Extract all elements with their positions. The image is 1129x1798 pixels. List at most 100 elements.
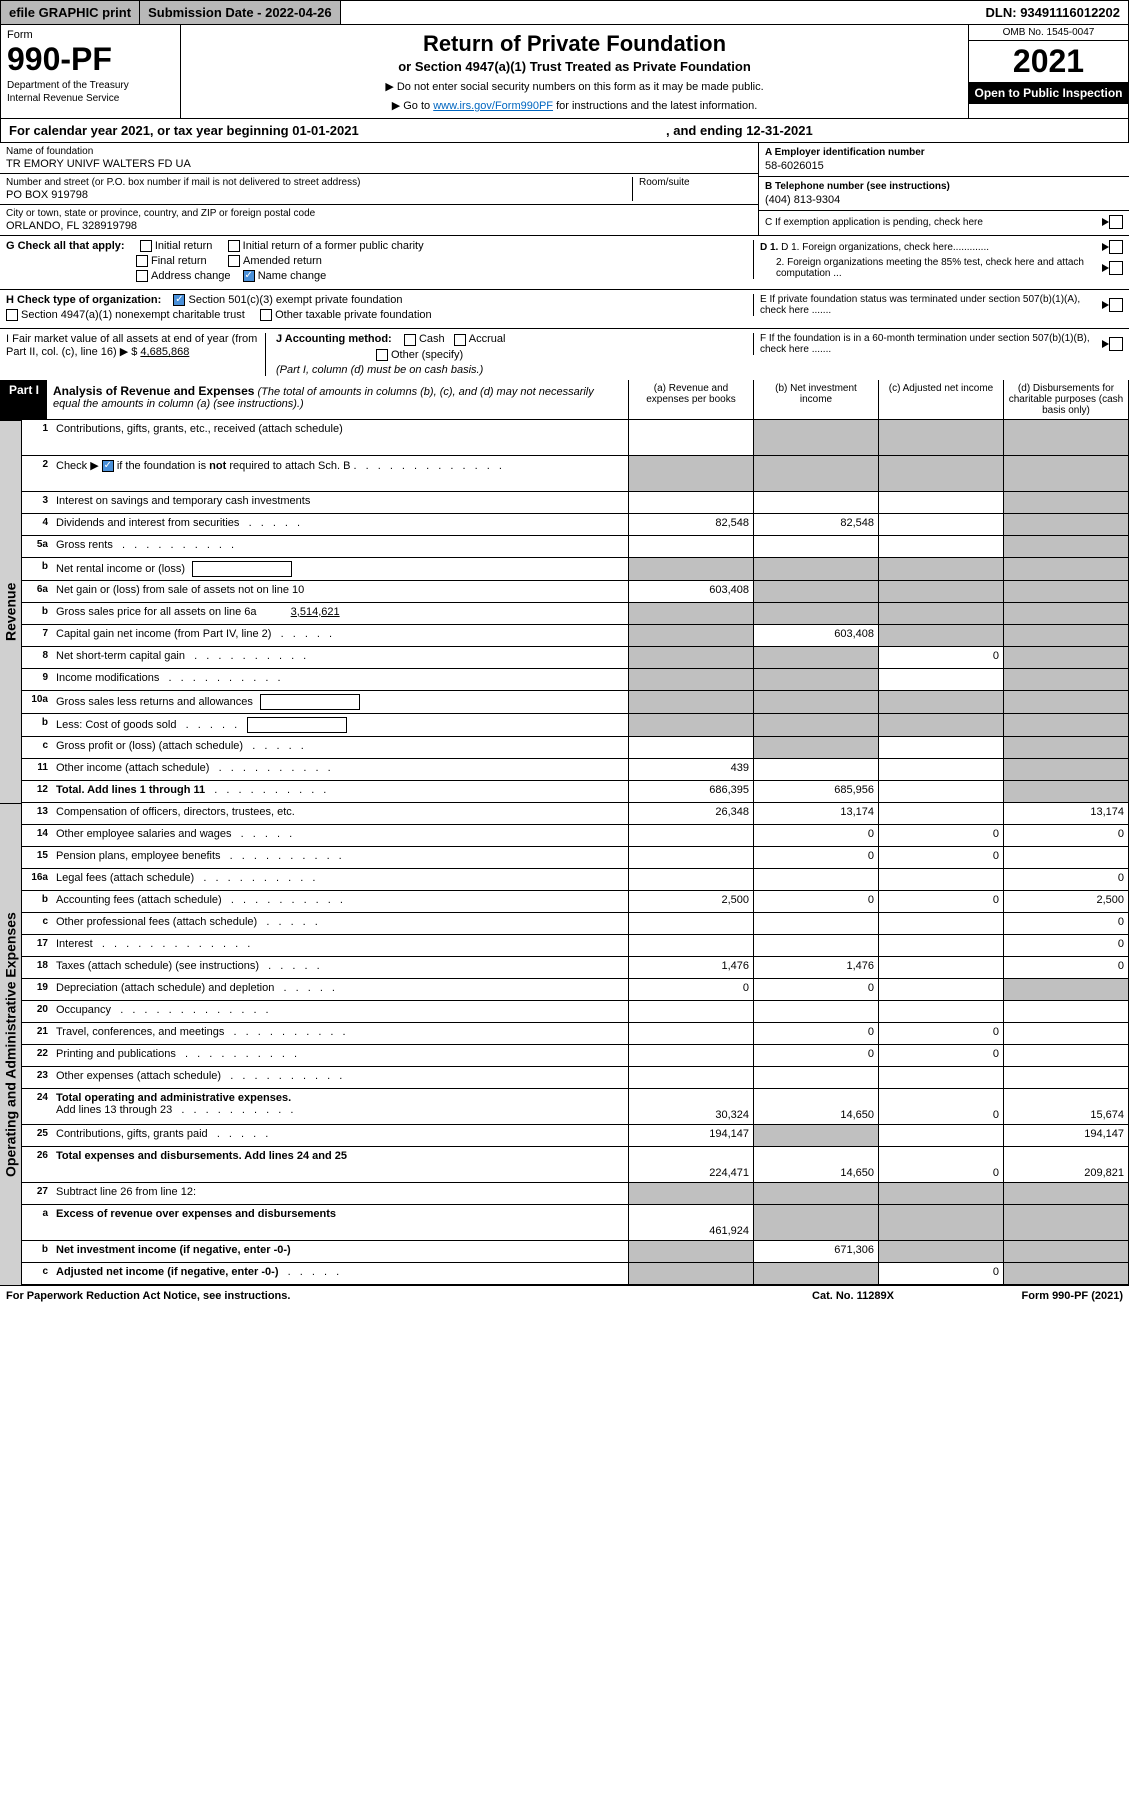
cell-c xyxy=(878,979,1003,1000)
cell-c xyxy=(878,1183,1003,1204)
initial-label: Initial return xyxy=(155,240,212,252)
col-b-head: (b) Net investment income xyxy=(753,380,878,419)
cell-c xyxy=(878,420,1003,455)
text: Less: Cost of goods sold xyxy=(56,719,176,731)
desc: Printing and publications . . . . . . . … xyxy=(52,1045,628,1066)
header: Form 990-PF Department of the Treasury I… xyxy=(0,25,1129,119)
inset-box xyxy=(192,561,292,577)
desc: Contributions, gifts, grants paid . . . … xyxy=(52,1125,628,1146)
cell-d xyxy=(1003,1241,1128,1262)
ein-cell: A Employer identification number 58-6026… xyxy=(759,143,1129,177)
text: Legal fees (attach schedule) xyxy=(56,872,194,884)
cell-a xyxy=(628,647,753,668)
cell-a xyxy=(628,691,753,713)
address-label: Address change xyxy=(151,270,231,282)
final-checkbox[interactable] xyxy=(136,255,148,267)
text: Capital gain net income (from Part IV, l… xyxy=(56,628,271,640)
cell-a xyxy=(628,603,753,624)
cell-b xyxy=(753,1263,878,1284)
e-checkbox[interactable] xyxy=(1109,298,1123,312)
final-label: Final return xyxy=(151,255,207,267)
text: Pension plans, employee benefits xyxy=(56,850,221,862)
text: Travel, conferences, and meetings xyxy=(56,1026,224,1038)
num: c xyxy=(22,1263,52,1284)
cell-c xyxy=(878,669,1003,690)
d-section: D 1. D 1. Foreign organizations, check h… xyxy=(753,240,1123,279)
cell-a: 82,548 xyxy=(628,514,753,535)
cell-c xyxy=(878,1125,1003,1146)
cell-a xyxy=(628,869,753,890)
num: 5a xyxy=(22,536,52,557)
desc: Accounting fees (attach schedule) . . . … xyxy=(52,891,628,912)
f-line: F If the foundation is in a 60-month ter… xyxy=(760,333,1123,355)
cell-a xyxy=(628,456,753,491)
text: Other income (attach schedule) xyxy=(56,762,209,774)
dots: . . . . . . . . . . xyxy=(230,1070,345,1082)
e-label: E If private foundation status was termi… xyxy=(760,294,1102,316)
other-tax-checkbox[interactable] xyxy=(260,309,272,321)
name-label: Name of foundation xyxy=(6,146,752,157)
city-value: ORLANDO, FL 328919798 xyxy=(6,220,752,232)
num: 2 xyxy=(22,456,52,491)
d2-checkbox[interactable] xyxy=(1109,261,1123,275)
cell-b: 14,650 xyxy=(753,1147,878,1182)
desc: Taxes (attach schedule) (see instruction… xyxy=(52,957,628,978)
dots: . . . . . . . . . . xyxy=(194,650,309,662)
text: Net rental income or (loss) xyxy=(56,563,185,575)
cell-c xyxy=(878,737,1003,758)
cell-c: 0 xyxy=(878,1147,1003,1182)
501c3-checkbox[interactable] xyxy=(173,294,185,306)
l2-checkbox[interactable] xyxy=(102,460,114,472)
ein-value: 58-6026015 xyxy=(765,160,1123,172)
cell-a xyxy=(628,847,753,868)
arrow-icon xyxy=(1102,218,1109,226)
i-j-section: I Fair market value of all assets at end… xyxy=(6,333,753,375)
city-cell: City or town, state or province, country… xyxy=(0,205,758,235)
other-method-checkbox[interactable] xyxy=(376,349,388,361)
cell-d xyxy=(1003,456,1128,491)
ein-label: A Employer identification number xyxy=(765,147,1123,158)
room-label: Room/suite xyxy=(632,177,752,201)
accrual-checkbox[interactable] xyxy=(454,334,466,346)
desc: Dividends and interest from securities .… xyxy=(52,514,628,535)
dots: . . . . . xyxy=(281,628,336,640)
line-16b: bAccounting fees (attach schedule) . . .… xyxy=(22,891,1129,913)
text: Net investment income (if negative, ente… xyxy=(56,1244,291,1256)
cell-b xyxy=(753,714,878,736)
desc: Net investment income (if negative, ente… xyxy=(52,1241,628,1262)
line-26: 26Total expenses and disbursements. Add … xyxy=(22,1147,1129,1183)
initial-checkbox[interactable] xyxy=(140,240,152,252)
num: 3 xyxy=(22,492,52,513)
cell-b xyxy=(753,1183,878,1204)
name-cell: Name of foundation TR EMORY UNIVF WALTER… xyxy=(0,143,758,174)
cell-d xyxy=(1003,420,1128,455)
f-checkbox[interactable] xyxy=(1109,337,1123,351)
c-checkbox[interactable] xyxy=(1109,215,1123,229)
cell-d xyxy=(1003,979,1128,1000)
cell-b xyxy=(753,759,878,780)
initial-former-checkbox[interactable] xyxy=(228,240,240,252)
line-5a: 5aGross rents . . . . . . . . . . xyxy=(22,536,1129,558)
form-link[interactable]: www.irs.gov/Form990PF xyxy=(433,100,553,112)
col-a-head: (a) Revenue and expenses per books xyxy=(628,380,753,419)
cell-c xyxy=(878,536,1003,557)
cell-c xyxy=(878,691,1003,713)
line-14: 14Other employee salaries and wages . . … xyxy=(22,825,1129,847)
cell-b xyxy=(753,913,878,934)
name-change-checkbox[interactable] xyxy=(243,270,255,282)
num: 10a xyxy=(22,691,52,713)
cell-a: 1,476 xyxy=(628,957,753,978)
num: 9 xyxy=(22,669,52,690)
footer-left: For Paperwork Reduction Act Notice, see … xyxy=(6,1290,763,1302)
d1-checkbox[interactable] xyxy=(1109,240,1123,254)
revenue-section: Revenue 1Contributions, gifts, grants, e… xyxy=(0,420,1129,803)
num: c xyxy=(22,913,52,934)
num: 6a xyxy=(22,581,52,602)
4947-checkbox[interactable] xyxy=(6,309,18,321)
cell-c xyxy=(878,781,1003,802)
desc: Contributions, gifts, grants, etc., rece… xyxy=(52,420,628,455)
address-checkbox[interactable] xyxy=(136,270,148,282)
amended-checkbox[interactable] xyxy=(228,255,240,267)
line-1: 1Contributions, gifts, grants, etc., rec… xyxy=(22,420,1129,456)
cash-checkbox[interactable] xyxy=(404,334,416,346)
